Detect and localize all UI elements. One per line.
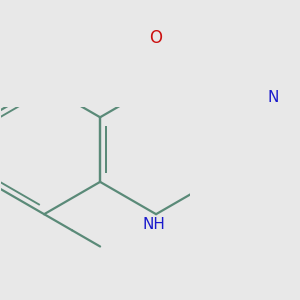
Text: NH: NH [143,217,166,232]
Text: N: N [268,90,279,105]
Text: O: O [150,29,163,47]
